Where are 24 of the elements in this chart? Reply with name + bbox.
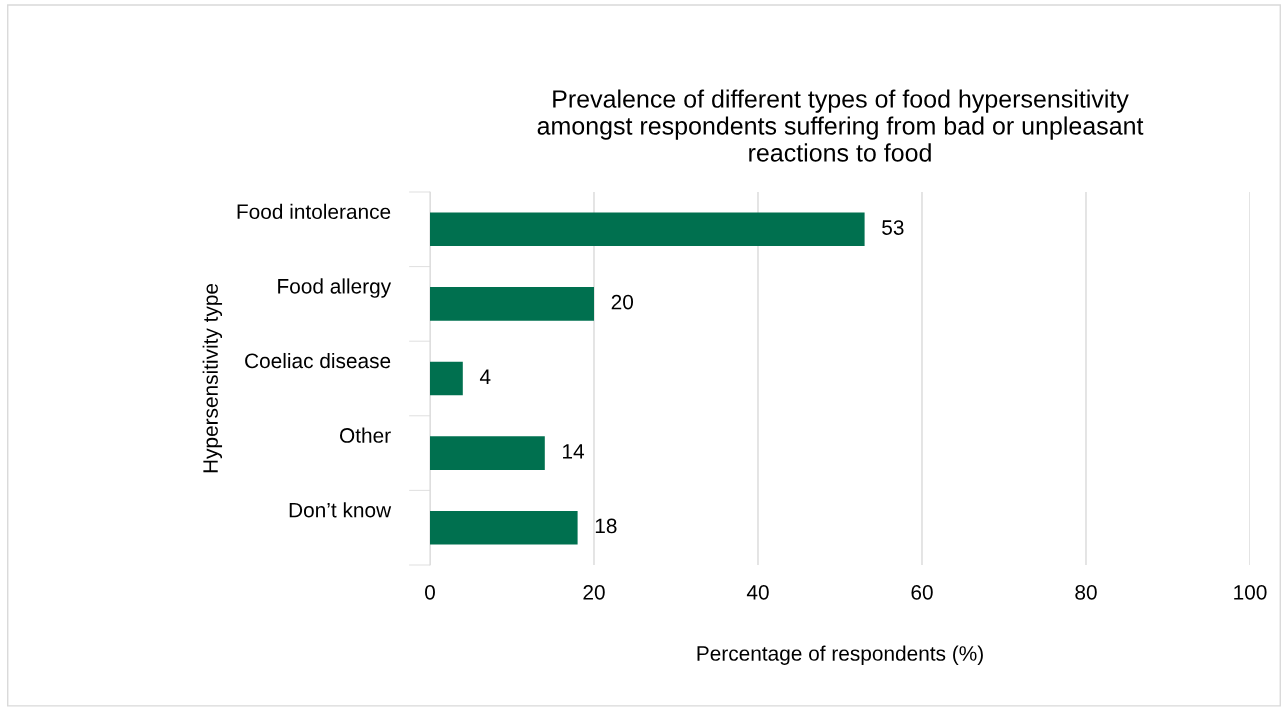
y-tick-label: Other bbox=[340, 427, 391, 443]
x-tick-label: 80 bbox=[1075, 584, 1097, 600]
y-tick-label: Food allergy bbox=[278, 278, 392, 298]
data-label: 14 bbox=[563, 444, 585, 459]
bar bbox=[430, 436, 545, 470]
bar bbox=[430, 510, 578, 545]
bar bbox=[430, 361, 463, 396]
bar bbox=[430, 212, 865, 247]
data-label: 18 bbox=[595, 518, 617, 534]
data-label: 20 bbox=[611, 294, 634, 310]
x-tick-label: 0 bbox=[425, 584, 435, 600]
x-tick-label: 100 bbox=[1234, 584, 1267, 600]
chart-title: Prevalence of different types of food hypersensitivity amongst respondents suffering from bad or unpleasant reactions to food bbox=[537, 89, 1144, 162]
data-label: 4 bbox=[479, 369, 491, 384]
y-axis-title: Hypersensitivity type bbox=[202, 283, 223, 473]
data-label: 53 bbox=[882, 220, 904, 235]
x-tick-label: 60 bbox=[911, 584, 933, 600]
y-tick-label: Coeliac disease bbox=[245, 352, 391, 369]
x-tick-label: 20 bbox=[583, 584, 605, 600]
bar bbox=[430, 287, 594, 321]
y-tick-label: Food intolerance bbox=[237, 203, 391, 220]
x-tick-label: 40 bbox=[746, 584, 769, 600]
x-axis-title: Percentage of respondents (%) bbox=[697, 645, 983, 665]
y-tick-label: Don’t know bbox=[289, 502, 392, 518]
